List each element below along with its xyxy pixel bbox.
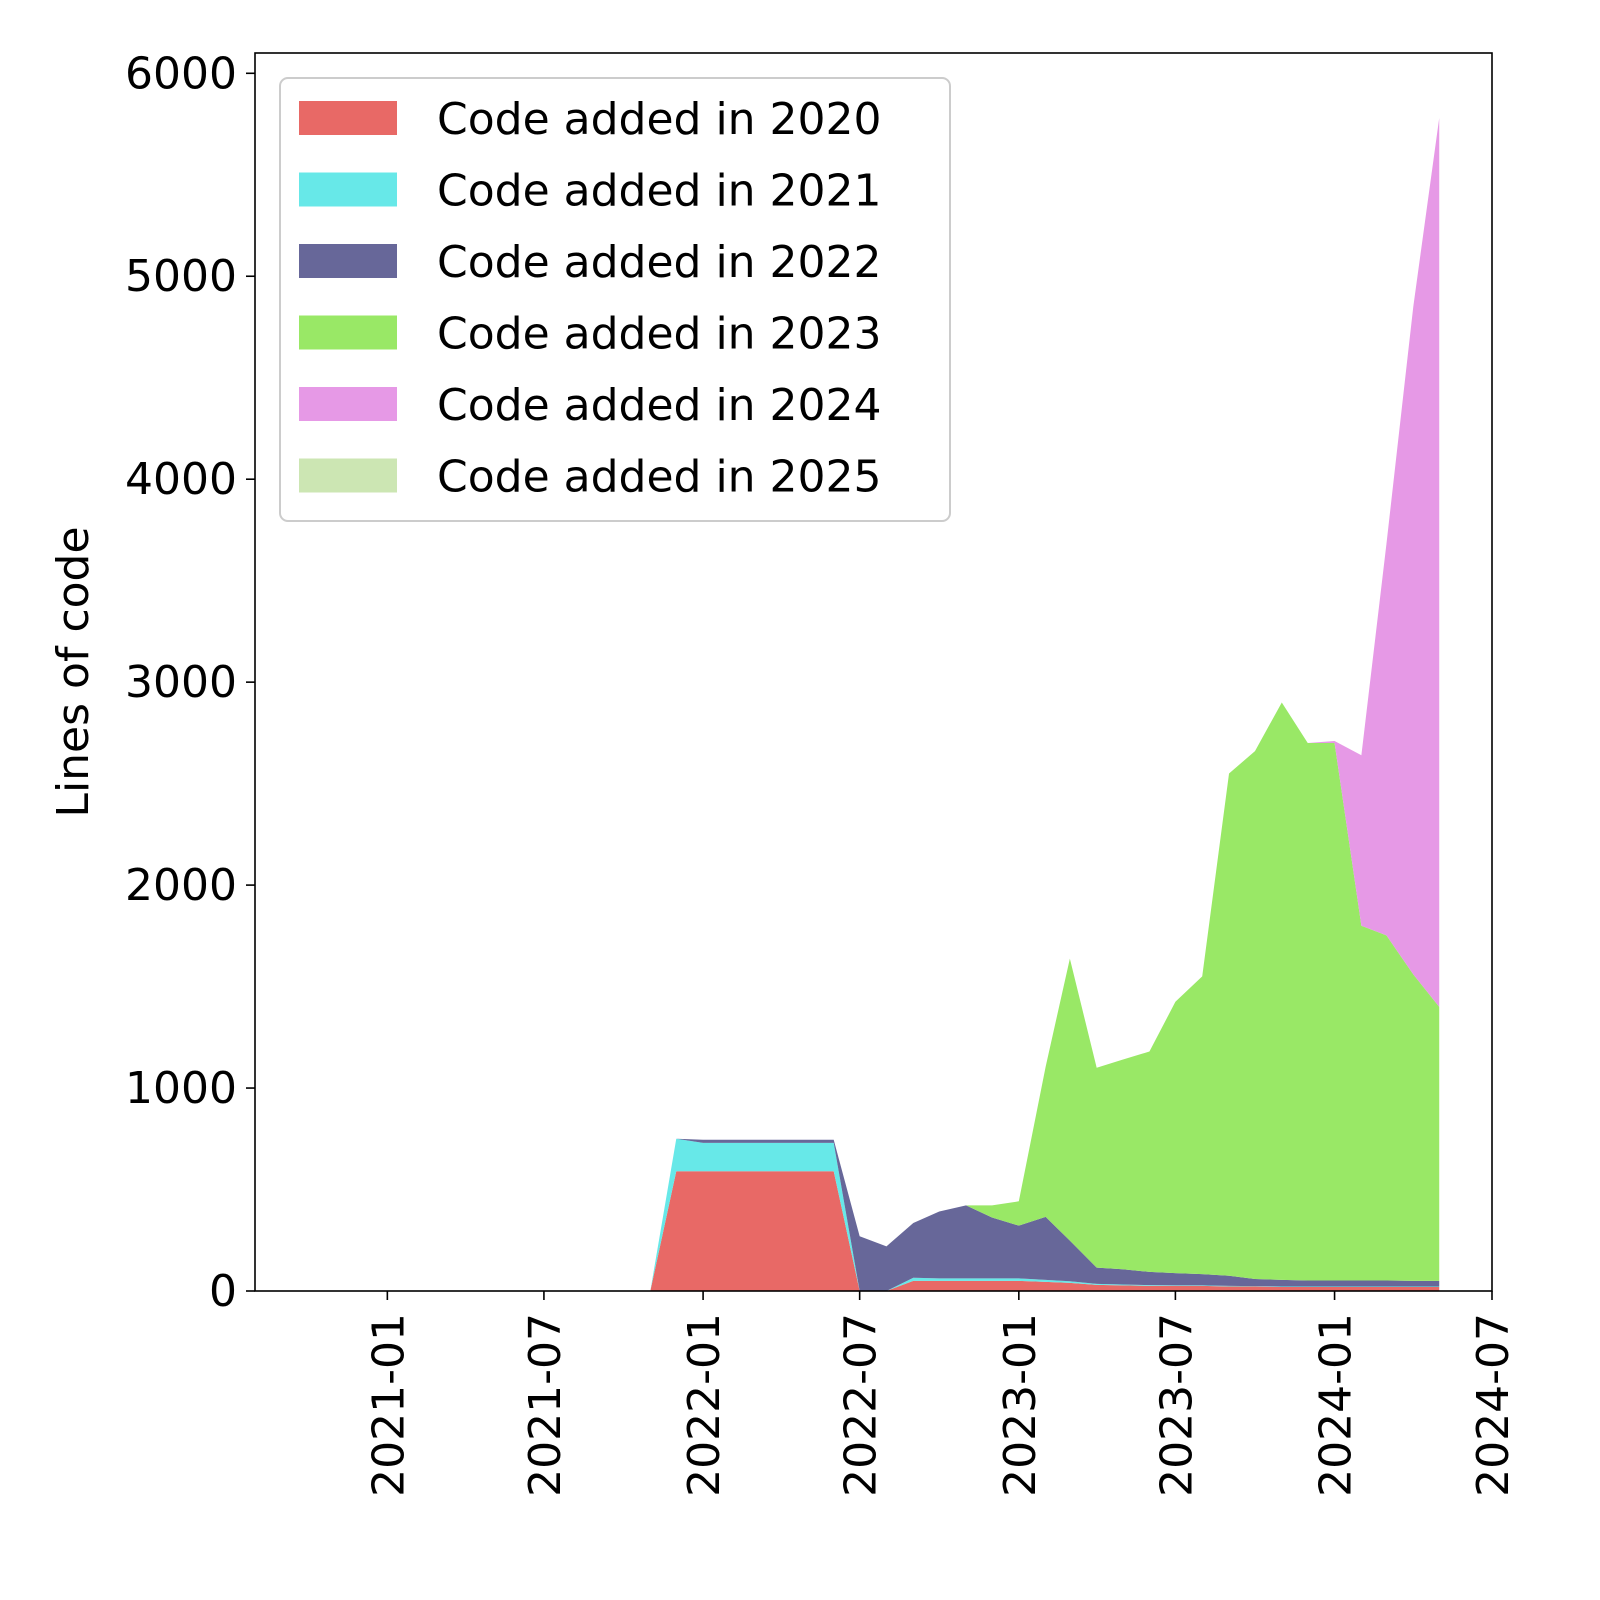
legend-swatch <box>299 315 397 350</box>
area <box>650 1171 1440 1291</box>
legend: Code added in 2020 Code added in 2021 Code… <box>279 77 951 522</box>
legend-label: Code added in 2020 <box>437 94 882 145</box>
legend-swatch <box>299 458 397 493</box>
y-tick-label: 3000 <box>125 657 237 708</box>
x-tick-label: 2022-07 <box>836 1313 887 1497</box>
area <box>650 1138 1440 1291</box>
y-tick-label: 1000 <box>125 1063 237 1114</box>
plot-frame <box>254 52 1493 1292</box>
y-axis-label: Lines of code <box>48 526 99 817</box>
legend-box <box>279 77 951 522</box>
y-tick-label: 5000 <box>125 251 237 302</box>
legend-label: Code added in 2021 <box>437 166 882 217</box>
legend-label: Code added in 2022 <box>437 237 882 288</box>
y-tick-label: 2000 <box>125 860 237 911</box>
x-tick-label: 2024-01 <box>1311 1313 1362 1497</box>
y-tick-label: 0 <box>209 1266 237 1317</box>
area <box>650 1138 1440 1291</box>
legend-swatch <box>299 387 397 421</box>
legend-label: Code added in 2025 <box>437 452 882 503</box>
x-tick-label: 2023-07 <box>1151 1313 1202 1497</box>
x-tick-label: 2022-01 <box>679 1313 730 1497</box>
y-tick-label: 4000 <box>125 454 237 505</box>
y-tick-label: 6000 <box>125 48 237 99</box>
legend-swatch <box>299 244 397 278</box>
legend-label: Code added in 2023 <box>437 309 882 360</box>
x-tick-label: 2021-01 <box>363 1313 414 1497</box>
area <box>650 702 1440 1291</box>
x-tick-label: 2023-01 <box>995 1313 1046 1497</box>
legend-swatch <box>299 172 397 207</box>
legend-swatch <box>299 101 397 135</box>
x-tick-label: 2021-07 <box>520 1313 571 1497</box>
legend-label: Code added in 2024 <box>437 380 882 431</box>
x-tick-label: 2024-07 <box>1468 1313 1519 1497</box>
